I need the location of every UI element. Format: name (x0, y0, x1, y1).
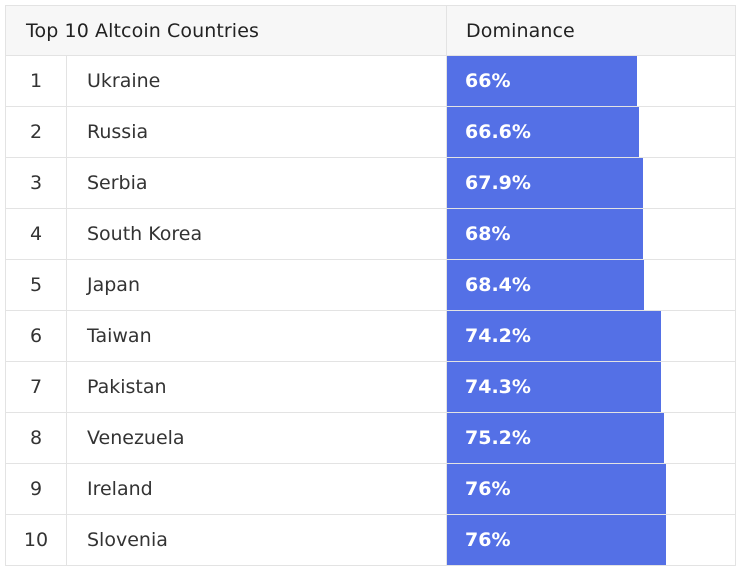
column-header-countries: Top 10 Altcoin Countries (26, 20, 259, 42)
table-row: 1 Ukraine 66% (6, 56, 735, 107)
table-body: 1 Ukraine 66% 2 Russia 66.6% 3 Serbia 67.9% 4 Sout… (6, 56, 735, 566)
table-row: 4 South Korea 68% (6, 209, 735, 260)
dominance-cell: 67.9% (446, 158, 735, 208)
country-cell: Venezuela (87, 427, 185, 449)
dominance-label: 68.4% (465, 274, 531, 296)
dominance-label: 66% (465, 70, 511, 92)
dominance-label: 76% (465, 529, 511, 551)
country-cell: Ukraine (87, 70, 161, 92)
dominance-cell: 74.2% (446, 311, 735, 361)
table-row: 6 Taiwan 74.2% (6, 311, 735, 362)
table-header: Top 10 Altcoin Countries Dominance (6, 6, 735, 56)
country-cell: South Korea (87, 223, 203, 245)
dominance-bar (447, 464, 667, 514)
table-row: 3 Serbia 67.9% (6, 158, 735, 209)
dominance-cell: 76% (446, 464, 735, 514)
rank-cell: 9 (6, 464, 67, 514)
dominance-bar (447, 107, 640, 157)
table-row: 2 Russia 66.6% (6, 107, 735, 158)
table-row: 10 Slovenia 76% (6, 515, 735, 566)
dominance-bar (447, 362, 662, 412)
table-row: 5 Japan 68.4% (6, 260, 735, 311)
country-cell: Russia (87, 121, 149, 143)
dominance-cell: 66% (446, 56, 735, 106)
dominance-label: 74.3% (465, 376, 531, 398)
dominance-cell: 68% (446, 209, 735, 259)
country-cell: Taiwan (87, 325, 152, 347)
rank-cell: 7 (6, 362, 67, 412)
rank-cell: 8 (6, 413, 67, 463)
rank-cell: 1 (6, 56, 67, 106)
country-cell: Japan (87, 274, 140, 296)
rank-cell: 2 (6, 107, 67, 157)
dominance-cell: 66.6% (446, 107, 735, 157)
dominance-label: 66.6% (465, 121, 531, 143)
country-cell: Serbia (87, 172, 148, 194)
dominance-bar (447, 413, 664, 463)
rank-cell: 10 (6, 515, 67, 565)
dominance-cell: 76% (446, 515, 735, 565)
dominance-label: 76% (465, 478, 511, 500)
dominance-label: 68% (465, 223, 511, 245)
country-cell: Ireland (87, 478, 153, 500)
country-cell: Pakistan (87, 376, 167, 398)
dominance-bar (447, 56, 638, 106)
dominance-bar (447, 209, 644, 259)
table-row: 9 Ireland 76% (6, 464, 735, 515)
rank-cell: 6 (6, 311, 67, 361)
rank-cell: 3 (6, 158, 67, 208)
column-header-dominance: Dominance (466, 20, 575, 42)
dominance-bar (447, 158, 643, 208)
table-row: 7 Pakistan 74.3% (6, 362, 735, 413)
country-cell: Slovenia (87, 529, 168, 551)
dominance-label: 75.2% (465, 427, 531, 449)
dominance-cell: 74.3% (446, 362, 735, 412)
dominance-bar (447, 515, 667, 565)
rank-cell: 4 (6, 209, 67, 259)
dominance-bar (447, 260, 645, 310)
rank-cell: 5 (6, 260, 67, 310)
dominance-cell: 75.2% (446, 413, 735, 463)
dominance-cell: 68.4% (446, 260, 735, 310)
dominance-bar (447, 311, 662, 361)
dominance-label: 67.9% (465, 172, 531, 194)
table-row: 8 Venezuela 75.2% (6, 413, 735, 464)
dominance-label: 74.2% (465, 325, 531, 347)
header-divider (446, 6, 447, 56)
altcoin-dominance-table: Top 10 Altcoin Countries Dominance 1 Ukra… (5, 5, 736, 566)
